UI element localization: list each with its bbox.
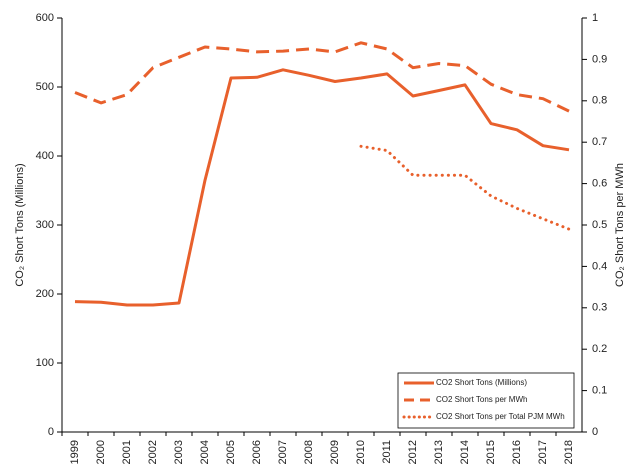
legend-label: CO2 Short Tons per Total PJM MWh [436,412,565,421]
y-tick-label: 300 [36,219,54,231]
x-tick-label: 2017 [537,440,549,464]
y-axis-title: CO₂ Short Tons (Millions) [14,163,26,286]
x-tick-label: 2008 [303,440,315,464]
legend-label: CO2 Short Tons per MWh [436,395,527,404]
line-series [359,144,571,231]
x-tick-label: 2005 [225,440,237,464]
x-tick-label: 2014 [459,440,471,464]
y2-tick-label: 0.3 [592,302,607,314]
x-tick-label: 2009 [329,440,341,464]
y2-tick-label: 0.1 [592,385,607,397]
y-tick-label: 100 [36,357,54,369]
x-tick-label: 2001 [121,440,133,464]
y-tick-label: 400 [36,150,54,162]
y2-tick-label: 0.2 [592,343,607,355]
x-tick-label: 2004 [199,440,211,464]
legend-label: CO2 Short Tons (Millions) [436,378,527,387]
x-tick-label: 2002 [147,440,159,464]
x-tick-label: 2018 [563,440,575,464]
y-tick-label: 0 [48,426,54,438]
x-tick-label: 2010 [355,440,367,464]
x-tick-label: 2007 [277,440,289,464]
x-tick-label: 2006 [251,440,263,464]
y2-tick-label: 0.7 [592,136,607,148]
y-tick-label: 200 [36,288,54,300]
x-tick-label: 2013 [433,440,445,464]
line-series [74,41,570,113]
y2-tick-label: 0.8 [592,95,607,107]
y-tick-label: 600 [36,12,54,24]
line-series [74,68,570,307]
y2-tick-label: 0 [592,426,598,438]
y2-tick-label: 0.9 [592,53,607,65]
x-tick-label: 1999 [69,440,81,464]
x-tick-label: 2016 [511,440,523,464]
x-tick-label: 2003 [173,440,185,464]
x-tick-label: 2000 [95,440,107,464]
legend: CO2 Short Tons (Millions) CO2 Short Tons … [397,372,575,429]
y2-tick-label: 0.6 [592,178,607,190]
x-tick-label: 2015 [485,440,497,464]
x-tick-label: 2011 [381,440,393,464]
y-tick-label: 500 [36,81,54,93]
y2-tick-label: 0.5 [592,219,607,231]
y2-tick-label: 0.4 [592,260,607,272]
x-tick-label: 2012 [407,440,419,464]
y2-tick-label: 1 [592,12,598,24]
y2-axis-title: CO₂ Short Tons per MWh [614,163,626,287]
